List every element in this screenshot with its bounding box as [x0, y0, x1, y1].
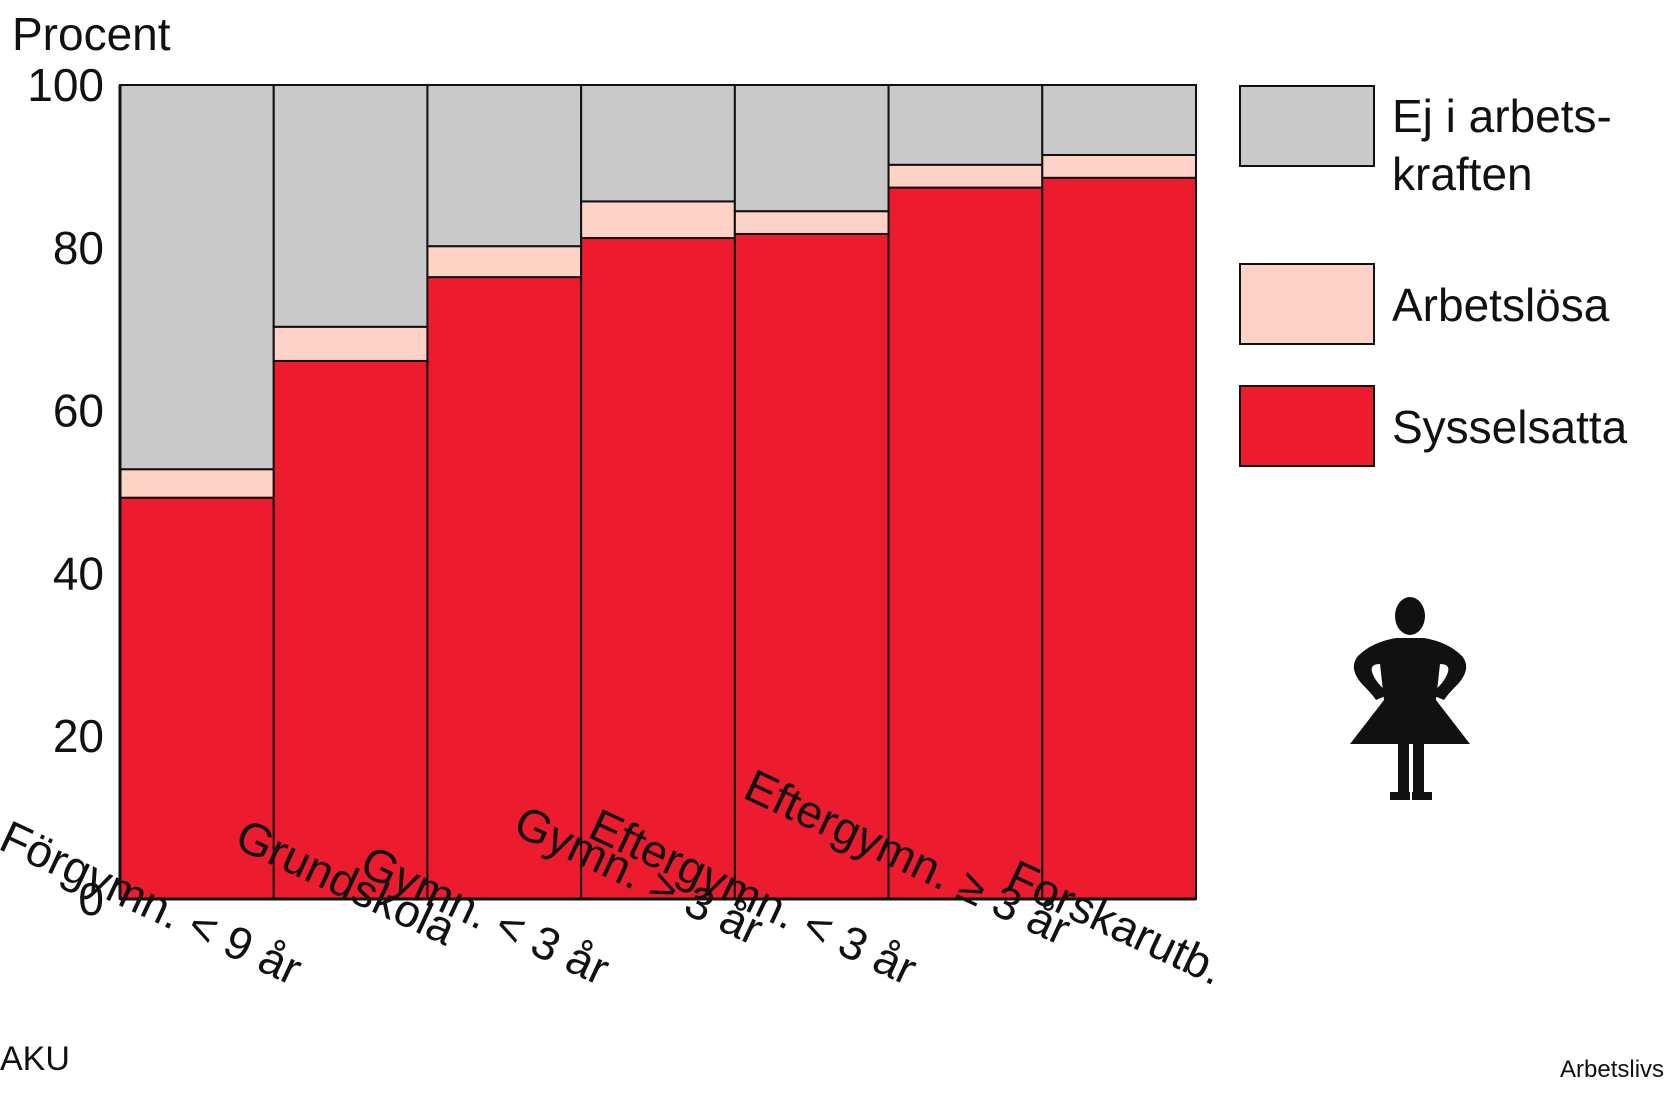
- bar-sysselsatta-6: [887, 186, 1044, 900]
- bar-ej-i-arbetskraften-3: [426, 84, 583, 248]
- bar-ej-i-arbetskraften-2: [272, 84, 429, 328]
- bar-ej-i-arbetskraften-1: [119, 84, 275, 471]
- legend-label: Sysselsatta: [1392, 401, 1628, 453]
- bar-arbetsl-sa-6: [887, 163, 1044, 189]
- bar-sysselsatta-3: [426, 276, 583, 900]
- source-label-left: AKU: [0, 1040, 70, 1078]
- bar-arbetsl-sa-2: [272, 325, 429, 362]
- legend-label: Ej i arbets-: [1392, 90, 1612, 142]
- bar-ej-i-arbetskraften-5: [733, 84, 890, 213]
- y-tick-label: 100: [27, 59, 104, 111]
- axis-layer: 0 20 40 60 80 100: [27, 59, 1196, 925]
- bar-ej-i-arbetskraften-4: [580, 84, 736, 203]
- woman-figure-icon: [1350, 597, 1470, 800]
- y-tick-label: 80: [53, 222, 104, 274]
- bar-sysselsatta-7: [1041, 176, 1198, 900]
- y-axis-title: Procent: [12, 8, 171, 60]
- bar-sysselsatta-2: [272, 359, 429, 901]
- y-tick-label: 0: [78, 873, 104, 925]
- bar-sysselsatta-1: [119, 496, 275, 900]
- legend-swatch: [1239, 263, 1375, 345]
- bar-arbetsl-sa-4: [580, 200, 736, 240]
- legend-label: kraften: [1392, 148, 1533, 200]
- y-tick-label: 60: [53, 385, 104, 437]
- legend-swatch: [1239, 385, 1375, 467]
- bar-ej-i-arbetskraften-6: [887, 84, 1044, 166]
- bar-arbetsl-sa-7: [1041, 154, 1198, 179]
- legend-swatch: [1239, 85, 1375, 167]
- bar-arbetsl-sa-3: [426, 245, 583, 279]
- y-tick-label: 20: [53, 710, 104, 762]
- bar-sysselsatta-4: [580, 237, 736, 901]
- bar-arbetsl-sa-1: [119, 468, 275, 499]
- bars-layer: [119, 84, 1198, 901]
- bar-ej-i-arbetskraften-7: [1041, 84, 1198, 157]
- legend-label: Arbetslösa: [1392, 279, 1610, 331]
- source-label-right: Arbetslivs: [1560, 1056, 1665, 1083]
- bar-arbetsl-sa-5: [733, 210, 890, 235]
- y-tick-label: 40: [53, 547, 104, 599]
- legend: Ej i arbets-kraften Arbetslösa Sysselsatta: [1239, 85, 1628, 467]
